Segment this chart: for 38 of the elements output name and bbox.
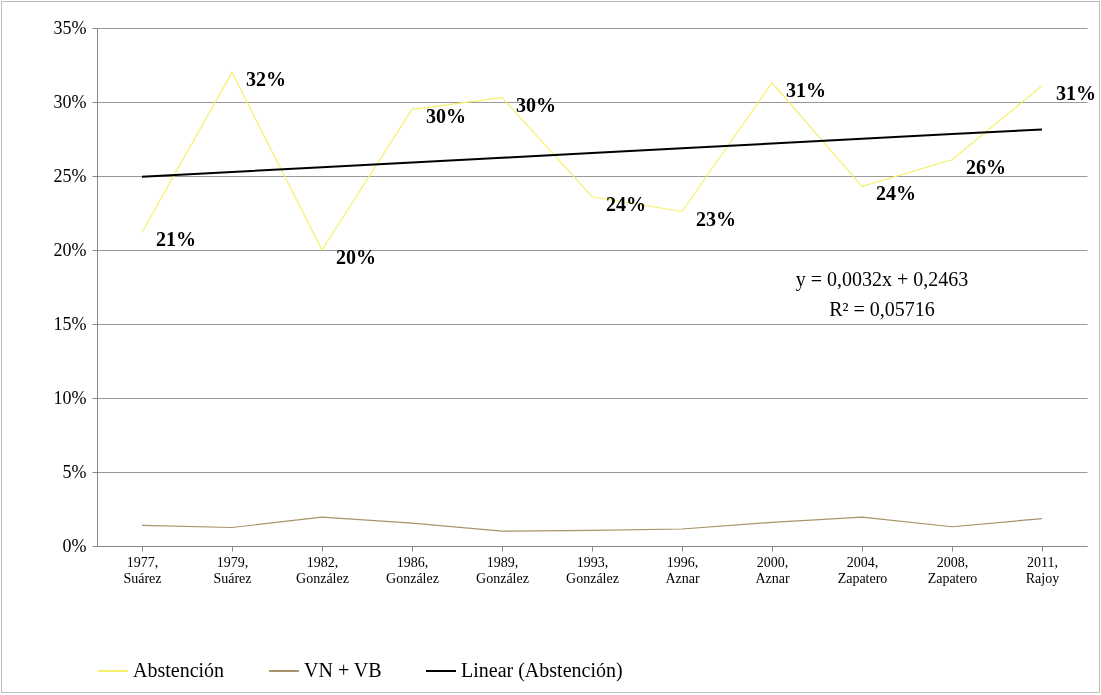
legend-label: Linear (Abstención) xyxy=(461,659,623,682)
data-label: 31% xyxy=(786,78,826,101)
data-label: 21% xyxy=(156,228,196,251)
annotation: R² = 0,05716 xyxy=(829,298,935,320)
data-label: 26% xyxy=(966,155,1006,178)
x-tick-label: 1979, Suárez xyxy=(213,554,252,586)
y-tick-label: 15% xyxy=(53,313,87,334)
annotation: y = 0,0032x + 0,2463 xyxy=(795,268,969,291)
y-tick-label: 25% xyxy=(53,165,87,186)
y-tick-label: 10% xyxy=(53,387,87,408)
y-tick-label: 5% xyxy=(62,461,87,482)
y-tick-label: 20% xyxy=(53,239,87,260)
data-label: 30% xyxy=(426,105,466,128)
x-tick-label: 2004, Zapatero xyxy=(837,554,888,586)
line-series xyxy=(141,128,1043,178)
data-label: 24% xyxy=(606,192,646,215)
x-tick-label: 1989, González xyxy=(476,554,529,586)
x-tick-label: 2011, Rajoy xyxy=(1025,554,1060,586)
x-tick-label: 1996, Aznar xyxy=(665,554,700,586)
data-label: 24% xyxy=(876,182,916,205)
line-series xyxy=(141,71,1043,251)
data-label: 20% xyxy=(336,246,376,268)
y-tick-label: 30% xyxy=(53,91,87,112)
x-tick-label: 2000, Aznar xyxy=(755,554,790,586)
data-label: 31% xyxy=(1056,81,1096,104)
data-label: 32% xyxy=(246,68,286,91)
legend-label: VN + VB xyxy=(304,659,382,681)
y-tick-label: 0% xyxy=(62,535,87,556)
x-tick-label: 1993, González xyxy=(566,554,619,586)
data-label: 23% xyxy=(696,207,736,230)
x-tick-label: 2008, Zapatero xyxy=(927,554,978,586)
x-tick-label: 1977, Suárez xyxy=(123,554,162,586)
x-tick-label: 1986, González xyxy=(386,554,439,586)
x-tick-label: 1982, González xyxy=(296,554,349,586)
data-label: 30% xyxy=(516,93,556,116)
line-series xyxy=(141,516,1043,532)
legend-label: Abstención xyxy=(133,659,225,681)
y-tick-label: 35% xyxy=(53,17,87,38)
